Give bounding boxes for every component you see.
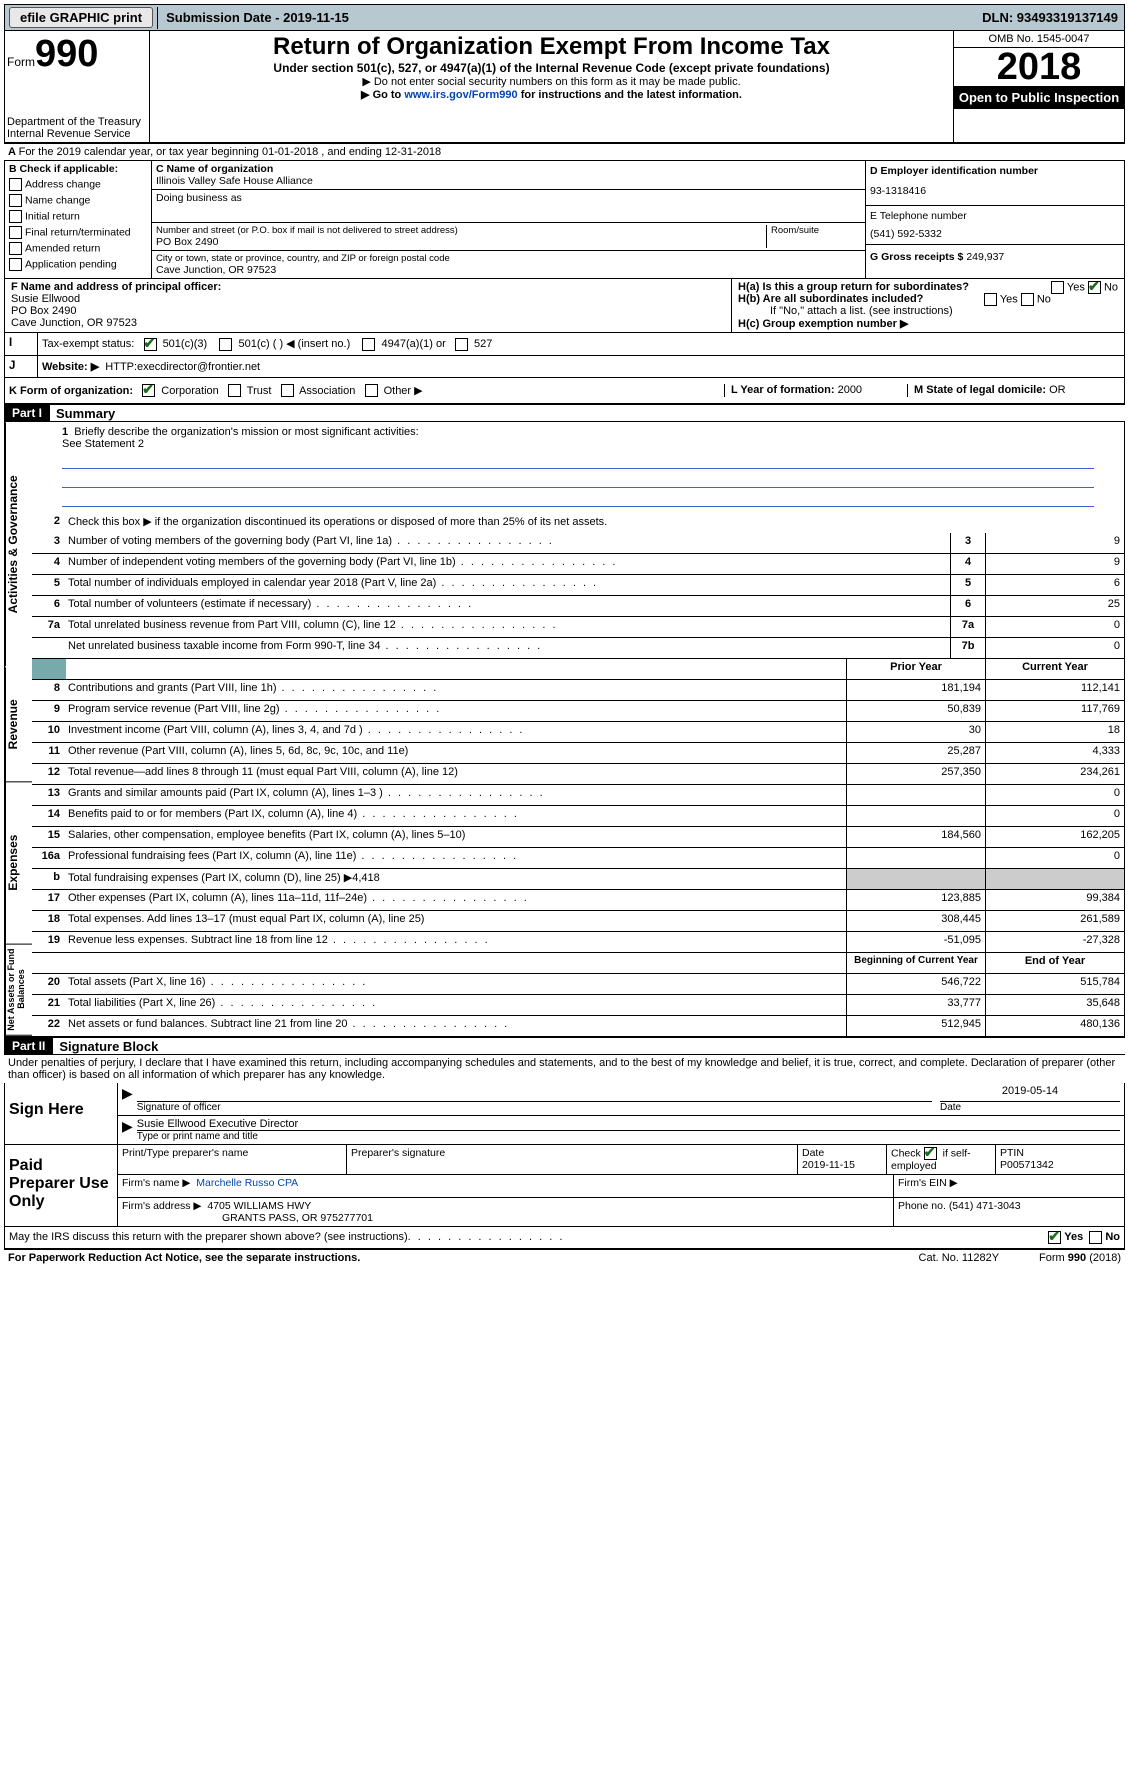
submission-date: Submission Date - 2019-11-15 <box>157 7 349 29</box>
line1-label: Briefly describe the organization's miss… <box>74 426 418 438</box>
form-number: 990 <box>35 33 98 75</box>
v7a: 0 <box>985 617 1124 637</box>
arrow-icon: ▶ <box>122 1085 133 1113</box>
dln: DLN: 93493319137149 <box>976 10 1124 25</box>
hb-yes-checkbox[interactable] <box>984 293 997 306</box>
state-domicile: OR <box>1049 384 1066 396</box>
vtab-netassets: Net Assets or Fund Balances <box>5 944 32 1036</box>
ha-no-checkbox[interactable] <box>1088 281 1101 294</box>
city-label: City or town, state or province, country… <box>156 253 861 264</box>
other-checkbox[interactable] <box>365 384 378 397</box>
website-value: HTTP:execdirector@frontier.net <box>105 361 260 373</box>
org-name: Illinois Valley Safe House Alliance <box>156 175 861 187</box>
d-ein-label: D Employer identification number <box>870 165 1120 177</box>
ssn-note: ▶ Do not enter social security numbers o… <box>154 75 949 88</box>
footer: For Paperwork Reduction Act Notice, see … <box>4 1249 1125 1266</box>
c-name-label: C Name of organization <box>156 163 861 175</box>
tax-year: 2018 <box>954 48 1124 86</box>
address-change-checkbox[interactable] <box>9 178 22 191</box>
addr-label: Number and street (or P.O. box if mail i… <box>156 225 766 236</box>
prep-date: 2019-11-15 <box>802 1159 855 1171</box>
vtab-governance: Activities & Governance <box>5 422 32 666</box>
f-label: F Name and address of principal officer: <box>11 281 725 293</box>
officer-addr1: PO Box 2490 <box>11 305 725 317</box>
501c-checkbox[interactable] <box>219 338 232 351</box>
year-formation: 2000 <box>838 384 862 396</box>
form-label: Form <box>7 55 35 69</box>
part-ii-header: Part II Signature Block <box>4 1037 1125 1055</box>
v6: 25 <box>985 596 1124 616</box>
g-gross-label: G Gross receipts $ <box>870 251 963 263</box>
city-state-zip: Cave Junction, OR 97523 <box>156 264 861 276</box>
501c3-checkbox[interactable] <box>144 338 157 351</box>
top-toolbar: efile GRAPHIC print Submission Date - 20… <box>4 4 1125 31</box>
identity-block: B Check if applicable: Address change Na… <box>4 161 1125 279</box>
discuss-yes-checkbox[interactable] <box>1048 1231 1061 1244</box>
firm-addr2: GRANTS PASS, OR 975277701 <box>222 1212 373 1224</box>
ha-yes-checkbox[interactable] <box>1051 281 1064 294</box>
form-title: Return of Organization Exempt From Incom… <box>154 33 949 61</box>
final-return-checkbox[interactable] <box>9 226 22 239</box>
amended-return-checkbox[interactable] <box>9 242 22 255</box>
v3: 9 <box>985 533 1124 553</box>
part-i-header: Part I Summary <box>4 404 1125 422</box>
irs-link[interactable]: www.irs.gov/Form990 <box>404 89 517 101</box>
form-subtitle: Under section 501(c), 527, or 4947(a)(1)… <box>154 61 949 75</box>
p8: 181,194 <box>846 680 985 700</box>
col-b-checkboxes: B Check if applicable: Address change Na… <box>5 161 152 278</box>
mission-text: See Statement 2 <box>62 438 1094 450</box>
perjury-declaration: Under penalties of perjury, I declare th… <box>4 1055 1125 1083</box>
paid-preparer-label: Paid Preparer Use Only <box>5 1145 118 1226</box>
e-phone-label: E Telephone number <box>870 210 1120 222</box>
4947-checkbox[interactable] <box>362 338 375 351</box>
row-j-label: J <box>5 356 38 377</box>
v7b: 0 <box>985 638 1124 658</box>
hc-label: H(c) Group exemption number ▶ <box>738 317 1118 330</box>
officer-name: Susie Ellwood <box>11 293 725 305</box>
signature-section: Sign Here ▶ Signature of officer 2019-05… <box>4 1083 1125 1249</box>
goto-note: ▶ Go to www.irs.gov/Form990 for instruct… <box>154 88 949 101</box>
v5: 6 <box>985 575 1124 595</box>
officer-addr2: Cave Junction, OR 97523 <box>11 317 725 329</box>
initial-return-checkbox[interactable] <box>9 210 22 223</box>
firm-phone: (541) 471-3043 <box>949 1200 1021 1212</box>
firm-addr1: 4705 WILLIAMS HWY <box>207 1200 311 1212</box>
phone-value: (541) 592-5332 <box>870 228 1120 240</box>
line-a-calendar-year: A For the 2019 calendar year, or tax yea… <box>4 143 1125 161</box>
discuss-no-checkbox[interactable] <box>1089 1231 1102 1244</box>
street-address: PO Box 2490 <box>156 236 766 248</box>
application-pending-checkbox[interactable] <box>9 258 22 271</box>
summary-table: Activities & Governance Revenue Expenses… <box>4 422 1125 1037</box>
gross-receipts-value: 249,937 <box>966 251 1004 263</box>
dept-treasury: Department of the Treasury Internal Reve… <box>7 116 147 140</box>
officer-typed-name: Susie Ellwood Executive Director <box>137 1118 1120 1131</box>
form-header: Form990 Department of the Treasury Inter… <box>4 31 1125 143</box>
dba-label: Doing business as <box>156 192 242 220</box>
hb-no-checkbox[interactable] <box>1021 293 1034 306</box>
room-suite-label: Room/suite <box>766 225 861 248</box>
hb-note: If "No," attach a list. (see instruction… <box>738 305 1118 317</box>
corp-checkbox[interactable] <box>142 384 155 397</box>
open-public: Open to Public Inspection <box>954 86 1124 109</box>
discuss-question: May the IRS discuss this return with the… <box>9 1231 408 1244</box>
c8: 112,141 <box>985 680 1124 700</box>
officer-sign-date: 2019-05-14 <box>940 1085 1120 1102</box>
ein-value: 93-1318416 <box>870 185 1120 197</box>
trust-checkbox[interactable] <box>228 384 241 397</box>
arrow-icon: ▶ <box>122 1118 133 1142</box>
vtab-expenses: Expenses <box>5 782 32 945</box>
ptin: P00571342 <box>1000 1159 1054 1171</box>
firm-name[interactable]: Marchelle Russo CPA <box>196 1177 298 1189</box>
name-change-checkbox[interactable] <box>9 194 22 207</box>
v4: 9 <box>985 554 1124 574</box>
sign-here-label: Sign Here <box>5 1083 118 1144</box>
assoc-checkbox[interactable] <box>281 384 294 397</box>
row-i-label: I <box>5 333 38 355</box>
527-checkbox[interactable] <box>455 338 468 351</box>
efile-print-button[interactable]: efile GRAPHIC print <box>9 7 153 28</box>
fhijk-block: F Name and address of principal officer:… <box>4 279 1125 404</box>
vtab-revenue: Revenue <box>5 667 32 782</box>
self-employed-checkbox[interactable] <box>924 1147 937 1160</box>
